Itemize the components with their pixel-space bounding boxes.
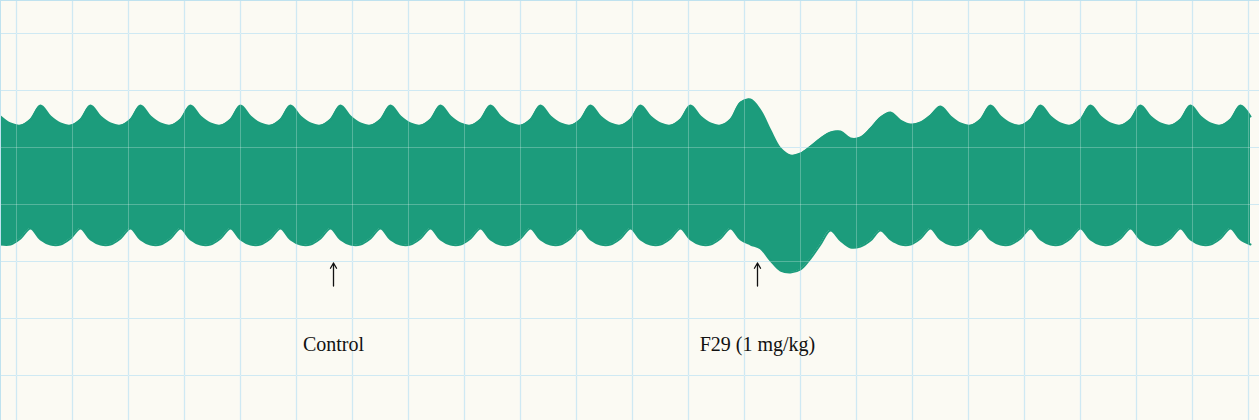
svg-text:Control: Control [303,333,365,355]
svg-text:F29 (1 mg/kg): F29 (1 mg/kg) [700,333,816,356]
